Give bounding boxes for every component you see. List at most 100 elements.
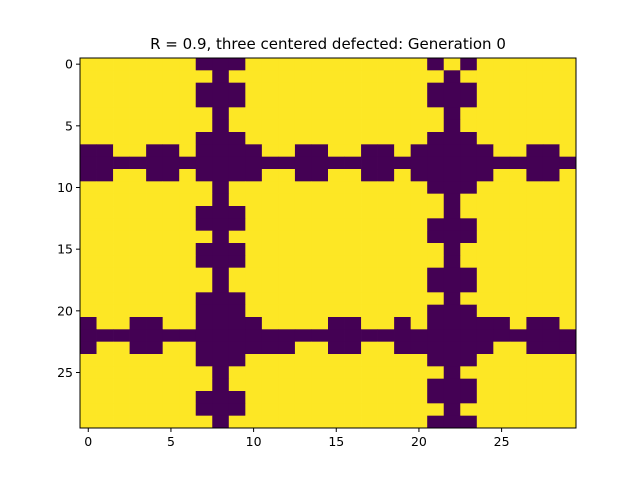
heatmap-cell (80, 304, 97, 318)
heatmap-cell (542, 218, 560, 232)
heatmap-cell (129, 107, 147, 121)
heatmap-cell (476, 267, 494, 281)
heatmap-cell (80, 403, 97, 417)
heatmap-cell (509, 341, 527, 355)
heatmap-cell (361, 267, 378, 281)
heatmap-cell (410, 341, 428, 355)
heatmap-cell (261, 206, 279, 219)
heatmap-cell (179, 255, 197, 269)
heatmap-cell (526, 255, 544, 269)
heatmap-cell (559, 391, 577, 404)
heatmap-cell (129, 403, 147, 417)
heatmap-cell (80, 230, 97, 244)
heatmap-cell (261, 403, 279, 417)
heatmap-cell (460, 354, 478, 367)
heatmap-cell (162, 415, 180, 429)
heatmap-cell (179, 230, 197, 244)
heatmap-cell (328, 267, 345, 281)
heatmap-cell (542, 292, 560, 306)
axes-frame (79, 57, 577, 429)
heatmap-cell (410, 292, 428, 306)
heatmap-cell (410, 144, 428, 158)
heatmap-cell (179, 378, 197, 392)
heatmap-cell (476, 255, 494, 269)
heatmap-cell (96, 403, 114, 417)
heatmap-cell (311, 292, 329, 306)
heatmap-cell (80, 193, 97, 207)
heatmap-cell (113, 255, 130, 269)
heatmap-cell (311, 119, 329, 133)
heatmap-cell (542, 181, 560, 195)
heatmap-cell (212, 243, 230, 256)
heatmap-cell (476, 70, 494, 84)
heatmap-cell (311, 341, 329, 355)
heatmap-cell (146, 378, 164, 392)
x-tick-label: 15 (328, 434, 344, 449)
heatmap-cell (344, 144, 362, 158)
heatmap-cell (195, 193, 213, 207)
heatmap-cell (377, 391, 395, 404)
heatmap-cell (493, 243, 511, 256)
heatmap-cell (162, 144, 180, 158)
heatmap-cell (146, 267, 164, 281)
heatmap-cell (245, 304, 263, 318)
heatmap-cell (493, 70, 511, 84)
heatmap-cell (377, 206, 395, 219)
heatmap-cell (344, 193, 362, 207)
heatmap-cell (129, 378, 147, 392)
heatmap-cell (212, 292, 230, 306)
heatmap-cell (195, 415, 213, 429)
heatmap-cell (146, 329, 164, 343)
heatmap-cell (361, 58, 378, 71)
heatmap-cell (460, 132, 478, 145)
heatmap-cell (493, 82, 511, 96)
heatmap-cell (113, 329, 130, 343)
x-tick-label: 20 (411, 434, 427, 449)
heatmap-cell (427, 391, 445, 404)
heatmap-cell (394, 70, 412, 84)
heatmap-cell (476, 292, 494, 306)
heatmap-cell (410, 280, 428, 293)
heatmap-cell (294, 193, 312, 207)
heatmap-cell (80, 267, 97, 281)
heatmap-cell (427, 243, 445, 256)
heatmap-cell (80, 82, 97, 96)
heatmap-cell (361, 82, 378, 96)
heatmap-cell (195, 119, 213, 133)
heatmap-cell (162, 329, 180, 343)
heatmap-cell (80, 107, 97, 121)
heatmap-cell (559, 119, 577, 133)
heatmap-cell (526, 280, 544, 293)
heatmap-cell (96, 230, 114, 244)
heatmap-cell (509, 243, 527, 256)
heatmap-cell (328, 329, 345, 343)
heatmap-cell (559, 267, 577, 281)
heatmap-cell (96, 329, 114, 343)
heatmap-cell (410, 119, 428, 133)
heatmap-cell (427, 341, 445, 355)
heatmap-cell (179, 58, 197, 71)
heatmap-cell (344, 292, 362, 306)
heatmap-cell (96, 193, 114, 207)
y-tick-label: 5 (65, 118, 73, 133)
heatmap-cell (228, 70, 246, 84)
heatmap-cell (542, 280, 560, 293)
heatmap-cell (542, 267, 560, 281)
heatmap-cell (311, 317, 329, 330)
heatmap-cell (212, 218, 230, 232)
heatmap-cell (278, 132, 296, 145)
heatmap-cell (493, 119, 511, 133)
heatmap-cell (476, 156, 494, 170)
heatmap-cell (146, 181, 164, 195)
heatmap-cell (212, 280, 230, 293)
heatmap-cell (394, 292, 412, 306)
heatmap-cell (493, 292, 511, 306)
heatmap-cell (542, 119, 560, 133)
heatmap-cell (377, 193, 395, 207)
heatmap-cell (162, 403, 180, 417)
heatmap-cell (361, 95, 378, 108)
heatmap-cell (328, 255, 345, 269)
heatmap-cell (443, 169, 461, 182)
heatmap-cell (228, 132, 246, 145)
heatmap-cell (427, 156, 445, 170)
